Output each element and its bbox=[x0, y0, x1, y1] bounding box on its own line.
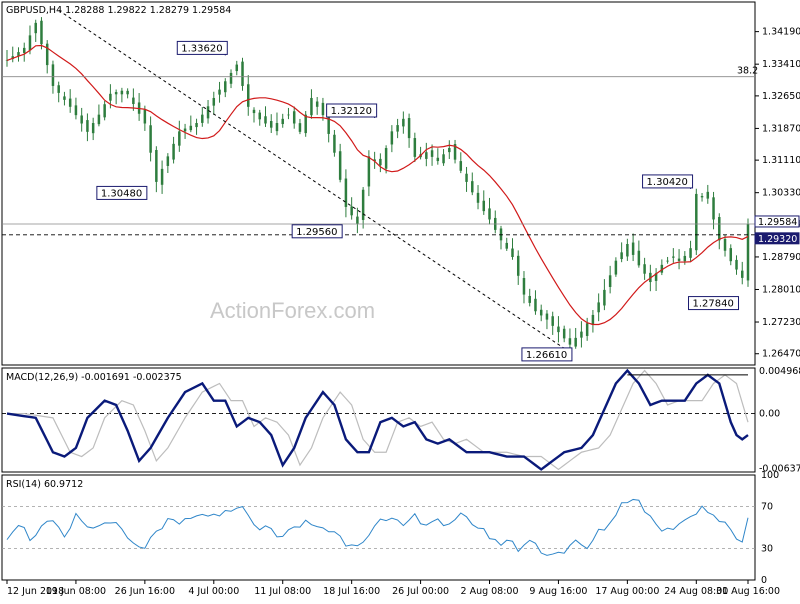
rsi-tick-label: 100 bbox=[761, 470, 779, 481]
price-tick-label: 1.26470 bbox=[762, 349, 800, 360]
price-tick-label: 1.28790 bbox=[762, 252, 800, 263]
x-tick-label: 17 Aug 00:00 bbox=[595, 586, 659, 597]
macd-line bbox=[6, 368, 749, 471]
rsi-line bbox=[6, 498, 749, 556]
swing-label-box bbox=[291, 224, 343, 239]
macd-signal-line bbox=[7, 369, 749, 471]
rsi-tick-label: 30 bbox=[761, 544, 773, 555]
watermark: ActionForex.com bbox=[210, 298, 375, 323]
swing-label-box bbox=[521, 347, 573, 362]
swing-label-box bbox=[326, 103, 378, 118]
swing-label-box bbox=[96, 185, 148, 200]
x-tick-label: 2 Aug 08:00 bbox=[461, 586, 519, 597]
price-tick-label: 1.32650 bbox=[762, 91, 800, 102]
price-tick-label: 1.30330 bbox=[762, 188, 800, 199]
rsi-tick-label: 70 bbox=[761, 502, 773, 513]
swing-label: 1.32120 bbox=[331, 106, 372, 117]
price-tick-label: 1.31870 bbox=[762, 123, 800, 134]
swing-label: 1.27840 bbox=[693, 299, 734, 310]
rsi-title: RSI(14) 60.9712 bbox=[6, 479, 83, 490]
panel-frame-price bbox=[1, 1, 756, 366]
panel-frame-macd bbox=[1, 367, 756, 473]
price-level-box bbox=[754, 215, 800, 228]
swing-label: 1.29560 bbox=[296, 227, 337, 238]
swing-label: 1.33620 bbox=[181, 43, 222, 54]
x-tick-label: 26 Jun 16:00 bbox=[115, 586, 175, 597]
x-tick-label: 4 Jul 00:00 bbox=[188, 586, 239, 597]
swing-label-box bbox=[642, 174, 694, 189]
price-level-label: 1.29320 bbox=[758, 234, 797, 245]
x-tick-label: 24 Aug 08:00 bbox=[664, 586, 728, 597]
price-tick-label: 1.31110 bbox=[762, 155, 800, 166]
moving-average-line bbox=[6, 44, 749, 326]
price-tick-label: 1.34190 bbox=[762, 27, 800, 38]
x-tick-label: 26 Jul 00:00 bbox=[392, 586, 449, 597]
swing-label: 1.30420 bbox=[647, 177, 688, 188]
price-tick-label: 1.27230 bbox=[762, 317, 800, 328]
x-tick-label: 18 Jul 16:00 bbox=[323, 586, 380, 597]
swing-label-box bbox=[176, 40, 228, 55]
price-level-box bbox=[754, 232, 800, 245]
x-tick-label: 12 Jun 2018 bbox=[7, 586, 64, 597]
trendline bbox=[58, 9, 565, 349]
macd-tick-label: 0.00 bbox=[759, 409, 780, 420]
fib-label: 38.2 bbox=[737, 66, 758, 77]
macd-tick-label: 0.004968 bbox=[759, 366, 800, 377]
rsi-tick-label: 0 bbox=[761, 575, 767, 586]
x-tick-label: 9 Aug 16:00 bbox=[529, 586, 587, 597]
price-tick-label: 1.28010 bbox=[762, 284, 800, 295]
swing-label: 1.30480 bbox=[101, 188, 142, 199]
swing-label-box bbox=[688, 296, 740, 311]
swing-label: 1.26610 bbox=[526, 350, 567, 361]
macd-title: MACD(12,26,9) -0.001691 -0.002375 bbox=[6, 372, 182, 383]
x-tick-label: 19 Jun 08:00 bbox=[46, 586, 106, 597]
x-tick-label: 31 Aug 16:00 bbox=[716, 586, 780, 597]
price-level-label: 1.29584 bbox=[758, 217, 797, 228]
x-tick-label: 11 Jul 08:00 bbox=[254, 586, 311, 597]
macd-tick-label: -0.006372 bbox=[759, 463, 800, 474]
panel-frame-rsi bbox=[1, 474, 756, 581]
candles bbox=[5, 17, 750, 354]
price-title: GBPUSD,H4 1.28288 1.29822 1.28279 1.2958… bbox=[6, 5, 231, 16]
price-tick-label: 1.33410 bbox=[762, 59, 800, 70]
